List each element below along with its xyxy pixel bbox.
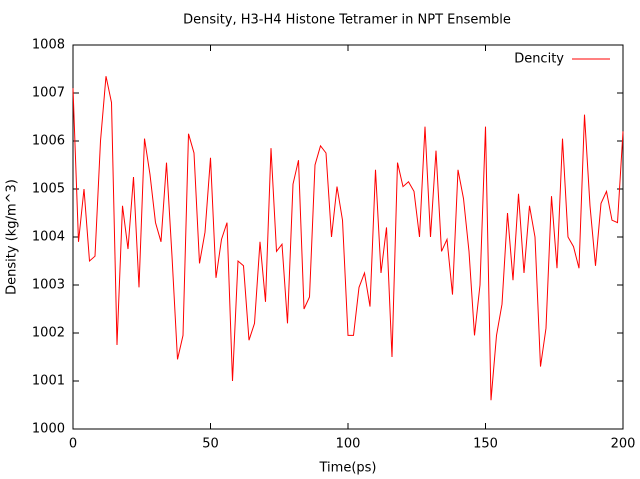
y-tick-label: 1007	[32, 86, 65, 101]
y-axis-label: Density (kg/m^3)	[5, 179, 20, 295]
x-tick-label: 50	[202, 437, 219, 452]
y-tick-label: 1008	[32, 38, 65, 53]
y-tick-label: 1003	[32, 278, 65, 293]
x-tick-label: 0	[69, 437, 77, 452]
x-tick-label: 200	[611, 437, 636, 452]
x-axis-label: Time(ps)	[319, 461, 377, 476]
x-tick-label: 150	[473, 437, 498, 452]
legend-label: Dencity	[514, 52, 564, 67]
y-tick-label: 1004	[32, 230, 65, 245]
data-line	[72, 76, 624, 401]
y-tick-label: 1005	[32, 182, 65, 197]
y-tick-label: 1000	[32, 422, 65, 437]
y-tick-label: 1006	[32, 134, 65, 149]
chart-title: Density, H3-H4 Histone Tetramer in NPT E…	[183, 13, 511, 28]
y-tick-label: 1001	[32, 374, 65, 389]
y-tick-label: 1002	[32, 326, 65, 341]
x-tick-label: 100	[336, 437, 361, 452]
